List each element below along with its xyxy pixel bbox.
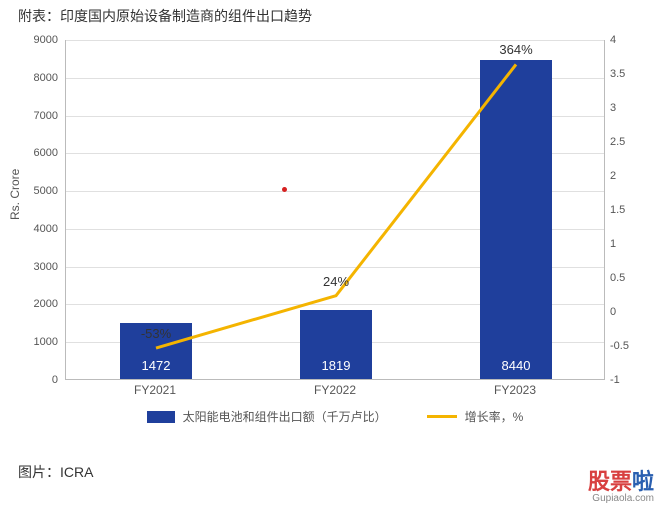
growth-label: -53% [141, 326, 171, 341]
y-tick-right: 3.5 [610, 68, 625, 80]
legend-line-label: 增长率，% [465, 408, 524, 425]
y-tick-right: -1 [610, 374, 620, 386]
y-tick-right: 2.5 [610, 136, 625, 148]
y-axis-left-ticks: 0100020003000400050006000700080009000 [30, 40, 62, 380]
x-tick: FY2021 [134, 383, 176, 397]
x-tick: FY2023 [494, 383, 536, 397]
watermark: 股票啦 Gupiaola.com [588, 471, 654, 504]
y-tick-right: 3 [610, 102, 616, 114]
y-tick-right: 4 [610, 34, 616, 46]
watermark-text-2: 啦 [632, 469, 654, 494]
growth-label: 364% [499, 42, 532, 57]
y-tick-left: 3000 [28, 261, 58, 273]
y-axis-right-ticks: -1-0.500.511.522.533.54 [607, 40, 639, 380]
y-tick-left: 4000 [28, 223, 58, 235]
y-tick-left: 6000 [28, 147, 58, 159]
x-axis-ticks: FY2021 FY2022 FY2023 [65, 383, 605, 401]
y-tick-left: 9000 [28, 34, 58, 46]
y-tick-right: 2 [610, 170, 616, 182]
chart-title: 附表：印度国内原始设备制造商的组件出口趋势 [0, 0, 660, 30]
watermark-text-1: 股票 [588, 469, 632, 494]
y-tick-right: 1.5 [610, 204, 625, 216]
plot-area: 147218198440 -53%24%364% [65, 40, 605, 380]
y-tick-right: -0.5 [610, 340, 629, 352]
legend-swatch-line [427, 415, 457, 418]
y-tick-left: 0 [28, 374, 58, 386]
chart: Rs. Crore 0 1000 2000 3000 4000 5000 6000 7000 8… [10, 30, 650, 430]
legend-item-line: 增长率，% [427, 408, 524, 425]
y-tick-right: 0 [610, 306, 616, 318]
y-tick-left: 2000 [28, 298, 58, 310]
legend-item-bars: 太阳能电池和组件出口额（千万卢比） [147, 408, 387, 425]
legend: 太阳能电池和组件出口额（千万卢比） 增长率，% [65, 408, 605, 425]
y-tick-left: 5000 [28, 185, 58, 197]
y-tick-right: 1 [610, 238, 616, 250]
legend-bar-label: 太阳能电池和组件出口额（千万卢比） [183, 408, 387, 425]
y-tick-left: 7000 [28, 110, 58, 122]
growth-label: 24% [323, 274, 349, 289]
x-tick: FY2022 [314, 383, 356, 397]
y-axis-label: Rs. Crore [8, 169, 22, 220]
image-caption: 图片：ICRA [18, 462, 93, 482]
y-tick-right: 0.5 [610, 272, 625, 284]
y-tick-left: 8000 [28, 72, 58, 84]
watermark-url: Gupiaola.com [588, 493, 654, 504]
y-tick-left: 1000 [28, 336, 58, 348]
legend-swatch-bar [147, 411, 175, 423]
